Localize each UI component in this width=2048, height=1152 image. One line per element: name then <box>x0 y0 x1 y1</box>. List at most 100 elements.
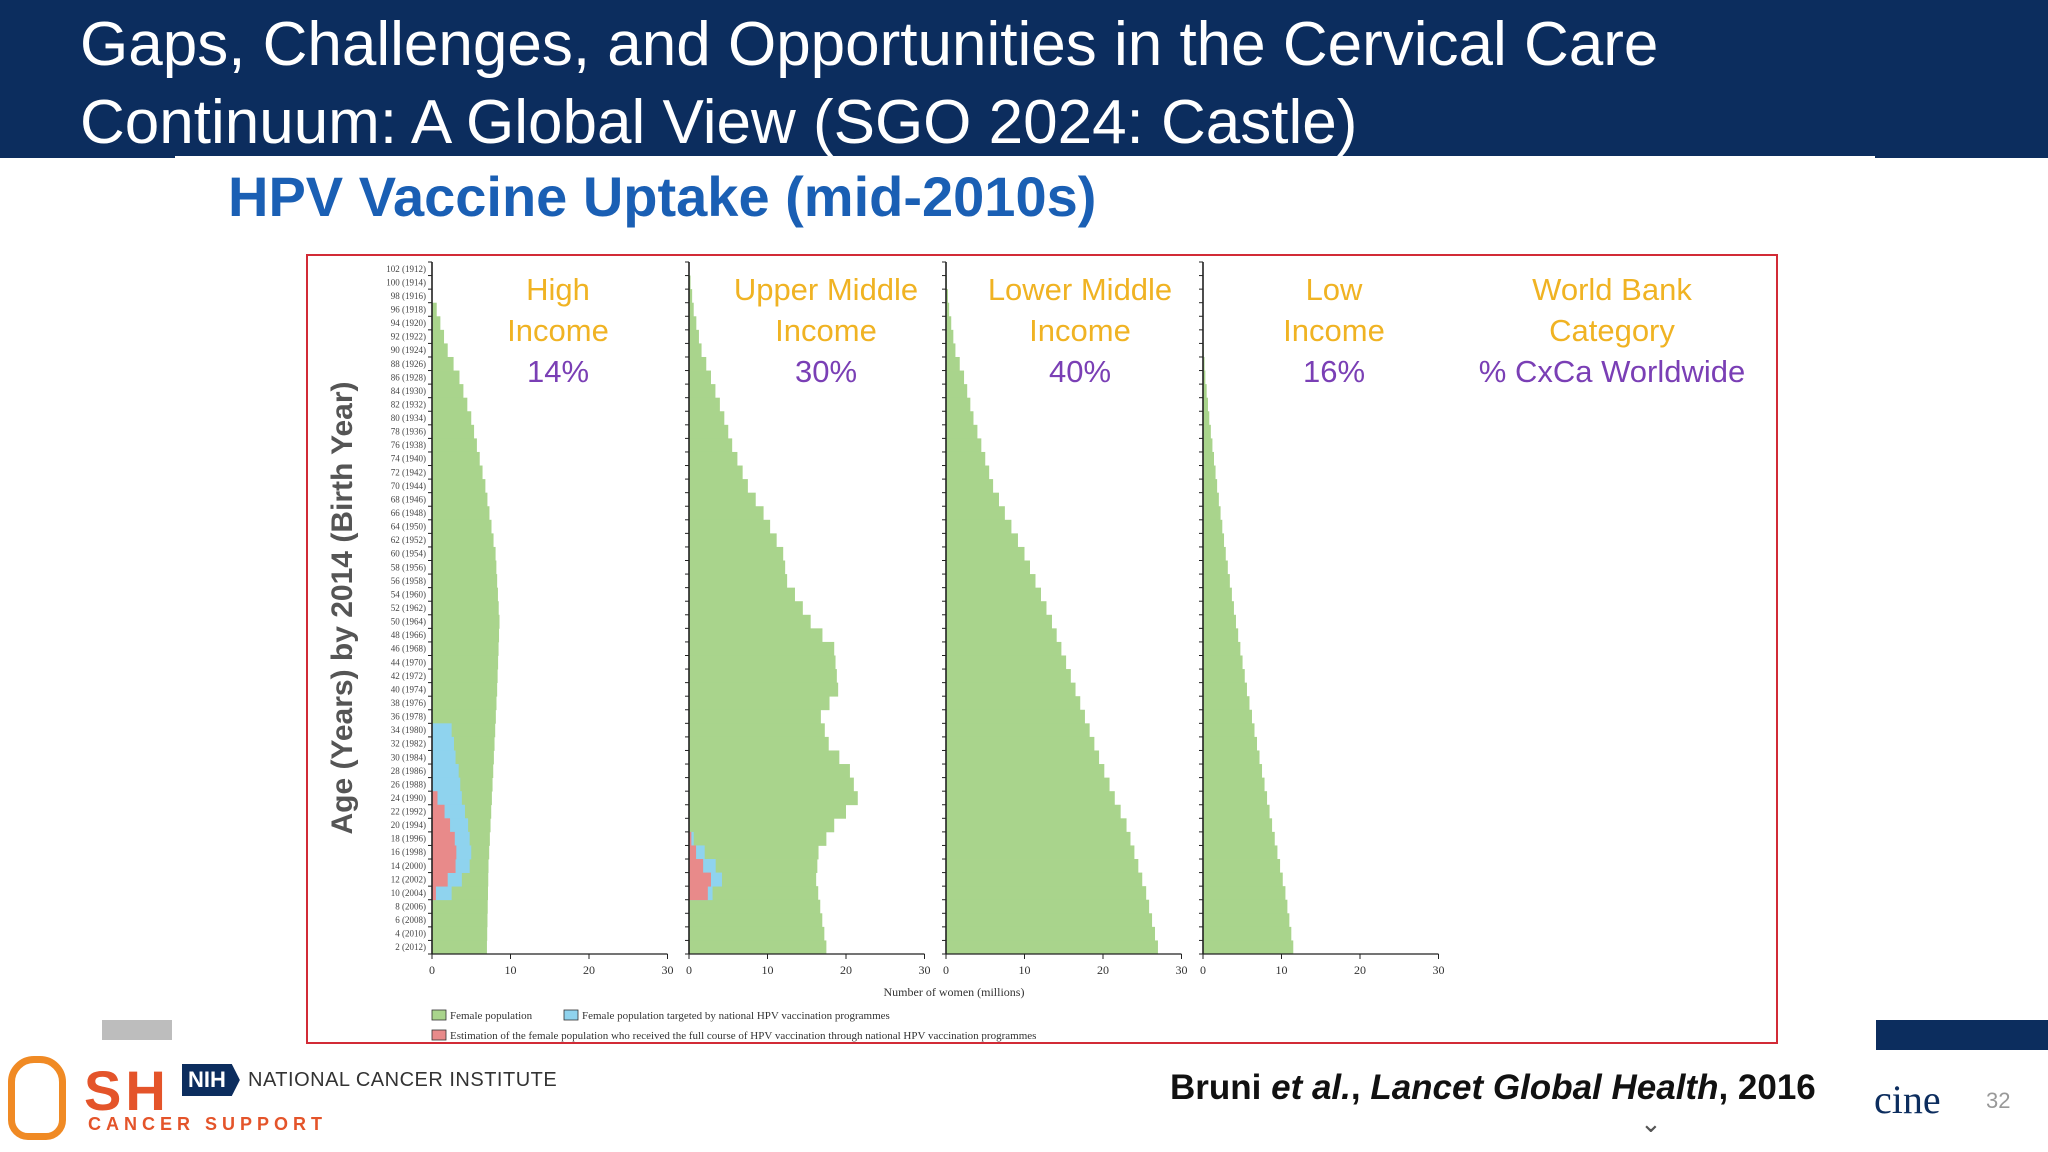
legend-swatch <box>431 1029 447 1041</box>
female-population-bar <box>689 655 836 670</box>
y-tick-label: 6 (2008) <box>395 915 426 925</box>
female-population-bar <box>946 329 954 344</box>
y-tick-label: 68 (1946) <box>391 494 426 504</box>
female-population-bar <box>432 669 498 684</box>
x-tick-label: 10 <box>762 963 774 977</box>
female-population-bar <box>946 438 982 453</box>
female-population-bar <box>1203 614 1236 629</box>
y-tick-label: 84 (1930) <box>391 386 426 396</box>
x-tick-label: 0 <box>1200 963 1206 977</box>
y-tick-label: 20 (1994) <box>391 820 426 830</box>
female-population-bar <box>432 709 496 724</box>
female-population-bar <box>689 926 825 941</box>
female-population-bar <box>689 723 825 738</box>
full-course-bar <box>689 831 692 846</box>
female-population-bar <box>1203 519 1223 534</box>
legend-swatch <box>563 1009 579 1021</box>
female-population-bar <box>946 424 978 439</box>
y-tick-label: 76 (1938) <box>391 440 426 450</box>
citation-etal: et al. <box>1271 1068 1351 1107</box>
female-population-bar <box>1203 424 1211 439</box>
x-tick-label: 20 <box>1354 963 1366 977</box>
logo-letters: SH <box>84 1059 170 1122</box>
female-population-bar <box>689 289 693 304</box>
female-population-bar <box>432 641 499 656</box>
female-population-bar <box>432 899 488 914</box>
female-population-bar <box>1203 492 1219 507</box>
y-tick-label: 50 (1964) <box>391 617 426 627</box>
legend-swatch <box>431 1009 447 1021</box>
y-tick-label: 82 (1932) <box>391 399 426 409</box>
x-tick-label: 30 <box>1433 963 1445 977</box>
targeted-population-bar <box>432 736 454 751</box>
full-course-bar <box>432 804 445 819</box>
female-population-bar <box>432 343 448 358</box>
female-population-bar <box>946 574 1036 589</box>
female-population-bar <box>1203 872 1283 887</box>
title-band <box>0 0 2048 158</box>
female-population-bar <box>689 506 764 521</box>
y-tick-label: 14 (2000) <box>391 861 426 871</box>
female-population-bar <box>1203 696 1250 711</box>
x-tick-label: 20 <box>840 963 852 977</box>
female-population-bar <box>946 506 1005 521</box>
female-population-bar <box>1203 628 1239 643</box>
female-population-bar <box>1203 804 1270 819</box>
female-population-bar <box>946 723 1090 738</box>
nci-label: NATIONAL CANCER INSTITUTE <box>248 1069 558 1091</box>
female-population-bar <box>432 384 464 399</box>
female-population-bar <box>946 601 1047 616</box>
female-population-bar <box>689 574 788 589</box>
y-tick-label: 56 (1958) <box>391 576 426 586</box>
title-divider <box>175 156 1875 162</box>
x-tick-label: 10 <box>1019 963 1031 977</box>
y-tick-label: 38 (1976) <box>391 698 426 708</box>
female-population-bar <box>432 506 490 521</box>
y-tick-label: 26 (1988) <box>391 779 426 789</box>
female-population-bar <box>1203 899 1288 914</box>
y-tick-label: 2 (2012) <box>395 942 426 952</box>
female-population-bar <box>432 465 483 480</box>
y-tick-label: 52 (1962) <box>391 603 426 613</box>
female-population-bar <box>432 479 486 494</box>
female-population-bar <box>946 764 1105 779</box>
female-population-bar <box>946 913 1153 928</box>
female-population-bar <box>946 356 960 371</box>
chevron-down-icon[interactable]: ⌄ <box>1640 1108 1662 1138</box>
female-population-bar <box>689 682 839 697</box>
x-tick-label: 30 <box>1176 963 1188 977</box>
y-tick-label: 36 (1978) <box>391 712 426 722</box>
female-population-bar <box>432 574 498 589</box>
x-tick-label: 10 <box>505 963 517 977</box>
y-tick-label: 8 (2006) <box>395 902 426 912</box>
x-tick-label: 20 <box>583 963 595 977</box>
y-tick-label: 96 (1918) <box>391 304 426 314</box>
female-population-bar <box>432 397 468 412</box>
female-population-bar <box>689 669 837 684</box>
female-population-bar <box>1203 818 1273 833</box>
y-tick-label: 86 (1928) <box>391 372 426 382</box>
full-course-bar <box>432 886 436 901</box>
female-population-bar <box>946 641 1062 656</box>
y-tick-label: 88 (1926) <box>391 359 426 369</box>
category-header: Category <box>1549 313 1675 348</box>
female-population-bar <box>689 302 694 317</box>
y-tick-label: 98 (1916) <box>391 291 426 301</box>
x-tick-label: 0 <box>943 963 949 977</box>
female-population-bar <box>946 682 1076 697</box>
female-population-bar <box>432 519 492 534</box>
female-population-bar <box>1203 913 1290 928</box>
female-population-bar <box>1203 736 1258 751</box>
y-tick-label: 32 (1982) <box>391 739 426 749</box>
female-population-bar <box>689 831 827 846</box>
female-population-bar <box>432 424 475 439</box>
female-population-bar <box>689 384 716 399</box>
female-population-bar <box>946 465 990 480</box>
y-tick-label: 80 (1934) <box>391 413 426 423</box>
full-course-bar <box>432 831 455 846</box>
x-tick-label: 30 <box>662 963 674 977</box>
x-axis-label: Number of women (millions) <box>884 985 1025 999</box>
female-population-bar <box>432 451 480 466</box>
legend-label: Estimation of the female population who … <box>450 1030 1036 1042</box>
female-population-bar <box>946 859 1139 873</box>
